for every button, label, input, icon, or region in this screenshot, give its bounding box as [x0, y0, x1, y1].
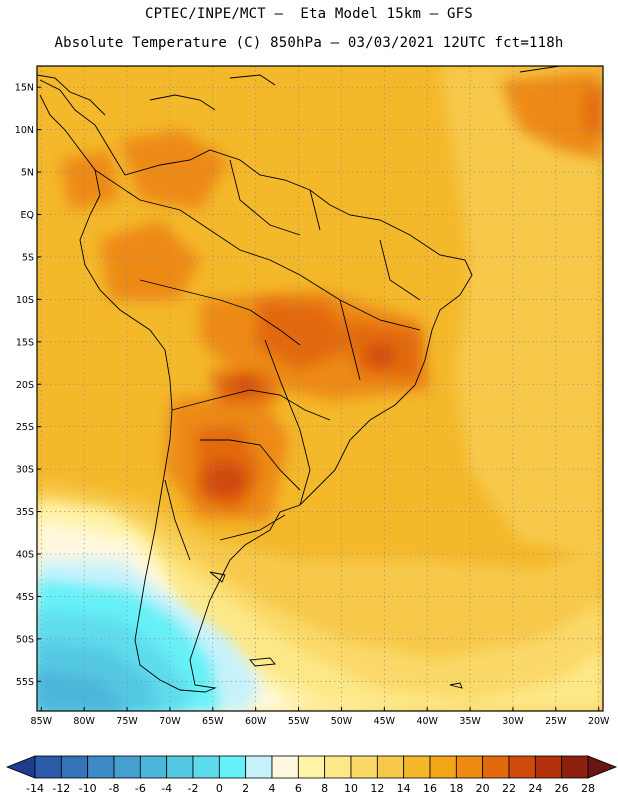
lat-label: 45S: [16, 592, 34, 603]
colorbar-label: 24: [528, 782, 542, 795]
colorbar-bin: [534, 755, 563, 779]
lon-label: 40W: [416, 716, 438, 727]
colorbar-label: 28: [581, 782, 595, 795]
colorbar-label: -8: [109, 782, 120, 795]
colorbar-bin: [429, 755, 457, 779]
colorbar-label: -4: [161, 782, 172, 795]
colorbar-bin: [113, 755, 141, 779]
colorbar-bin: [455, 755, 484, 779]
lon-label: 35W: [459, 716, 481, 727]
lat-label: 35S: [16, 507, 34, 518]
lat-label: EQ: [21, 210, 34, 221]
colorbar-label: 2: [242, 782, 249, 795]
lat-label: 25S: [16, 422, 34, 433]
lat-label: 15N: [15, 83, 34, 94]
coastline-borders: [37, 66, 561, 693]
colorbar-bin: [482, 755, 510, 779]
colorbar-label: -12: [52, 782, 70, 795]
lon-label: 60W: [245, 716, 267, 727]
colorbar-bin: [34, 755, 62, 779]
lon-label: 70W: [159, 716, 181, 727]
colorbar-bin: [245, 755, 273, 779]
colorbar-bin: [508, 755, 536, 779]
lon-label: 25W: [545, 716, 567, 727]
colorbar-bin: [561, 755, 589, 779]
map-title: CPTEC/INPE/MCT – Eta Model 15km – GFS: [145, 6, 473, 22]
lat-label: 50S: [16, 634, 34, 645]
lat-label: 10N: [15, 125, 34, 136]
lon-label: 50W: [331, 716, 353, 727]
colorbar-bin: [166, 755, 194, 779]
colorbar-label: 18: [449, 782, 463, 795]
lon-label: 85W: [31, 716, 53, 727]
colorbar-bin: [271, 755, 299, 779]
lat-label: 15S: [16, 337, 34, 348]
lon-label: 75W: [116, 716, 138, 727]
colorbar-label: -6: [135, 782, 146, 795]
colorbar-label: 16: [423, 782, 437, 795]
colorbar-bin: [324, 755, 352, 779]
colorbar: -14 -12 -10 -8 -6 -4 -2 0 2 4 6 8 10 12 14 16 18 20 22 24 26…: [5, 755, 618, 795]
lat-label: 5N: [21, 168, 34, 179]
longitude-labels: 85W 80W 75W 70W 65W 60W 55W 50W 45W 40W 35W 30W 25W 2…: [31, 707, 610, 727]
lat-label: 30S: [16, 465, 34, 476]
lon-label: 20W: [588, 716, 610, 727]
colorbar-bin: [192, 755, 220, 779]
colorbar-label: -10: [79, 782, 97, 795]
colorbar-label: 20: [476, 782, 490, 795]
lat-label: 20S: [16, 380, 34, 391]
colorbar-bin: [87, 755, 115, 779]
lon-label: 80W: [73, 716, 95, 727]
colorbar-over: [587, 755, 618, 779]
colorbar-under: [5, 755, 36, 779]
colorbar-bin: [139, 755, 168, 779]
map-subtitle: Absolute Temperature (C) 850hPa – 03/03/…: [54, 35, 564, 51]
temperature-field: [37, 66, 603, 711]
lat-label: 10S: [16, 295, 34, 306]
colorbar-bin: [218, 755, 247, 779]
colorbar-label: 6: [295, 782, 302, 795]
lat-label: 55S: [16, 677, 34, 688]
colorbar-bin: [297, 755, 326, 779]
lon-label: 65W: [202, 716, 224, 727]
colorbar-bin: [376, 755, 405, 779]
latitude-labels: 15N 10N 5N EQ 5S 10S 15S 20S 25S 30S 35S 40S 45S 50S 5…: [15, 83, 41, 688]
colorbar-label: -14: [26, 782, 44, 795]
lat-label: 40S: [16, 549, 34, 560]
colorbar-label: 14: [397, 782, 411, 795]
colorbar-label: 0: [216, 782, 223, 795]
colorbar-label: -2: [188, 782, 199, 795]
colorbar-bin: [60, 755, 89, 779]
map-frame: [36, 65, 604, 712]
colorbar-bin: [403, 755, 431, 779]
colorbar-label: 22: [502, 782, 516, 795]
colorbar-label: 4: [269, 782, 276, 795]
lon-label: 45W: [374, 716, 396, 727]
lon-label: 55W: [288, 716, 310, 727]
colorbar-label: 10: [344, 782, 358, 795]
colorbar-bin: [350, 755, 378, 779]
colorbar-label: 12: [370, 782, 384, 795]
colorbar-label: 26: [555, 782, 569, 795]
lon-label: 30W: [502, 716, 524, 727]
colorbar-label: 8: [321, 782, 328, 795]
lat-label: 5S: [22, 252, 34, 263]
